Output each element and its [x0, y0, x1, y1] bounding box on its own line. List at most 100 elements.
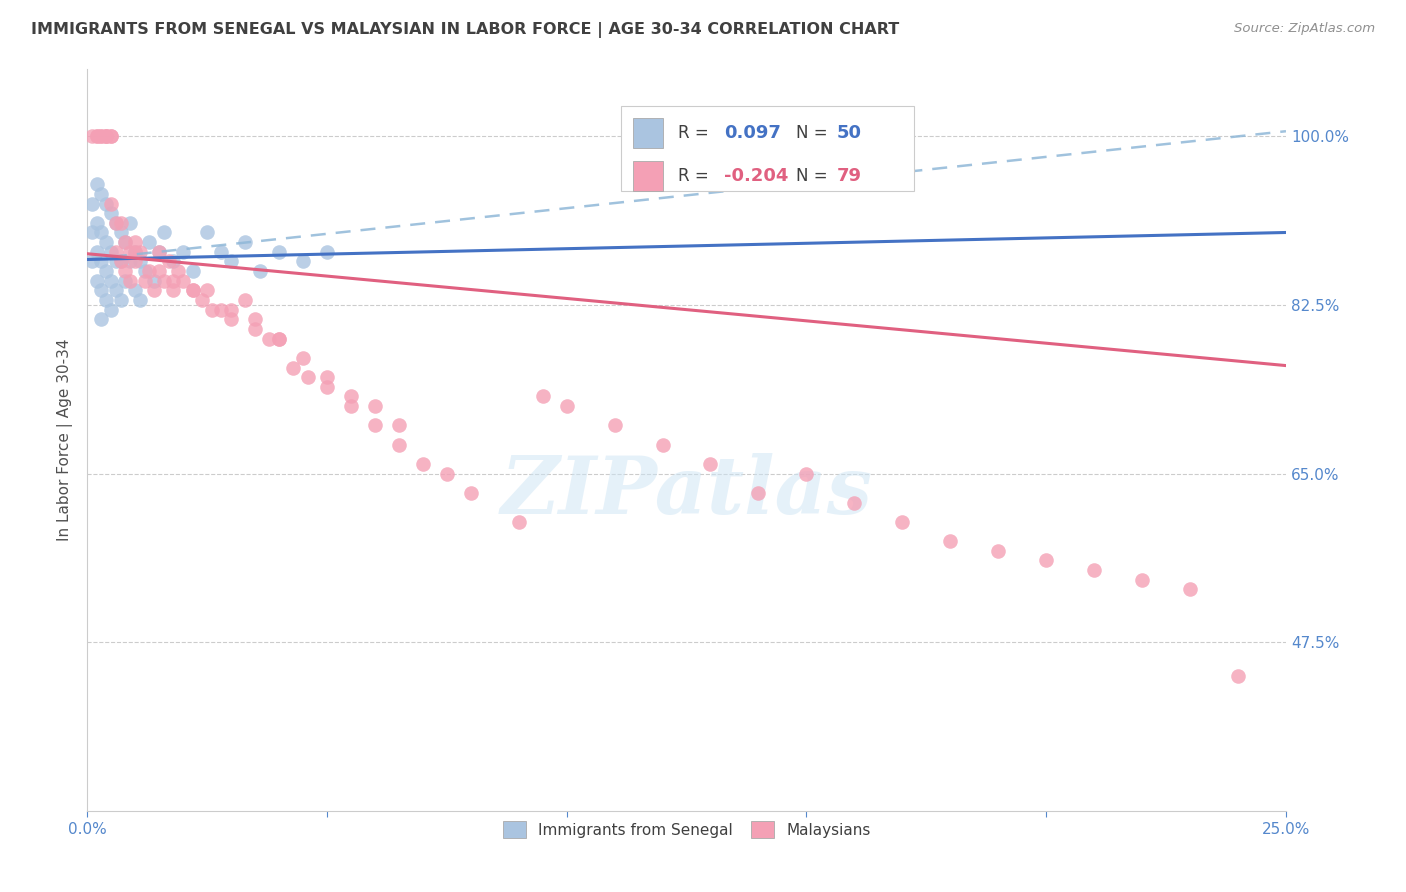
Point [114, 274, 136, 288]
Point [128, 244, 150, 259]
Point [162, 274, 184, 288]
Text: Source: ZipAtlas.com: Source: ZipAtlas.com [1234, 22, 1375, 36]
Point [143, 284, 166, 298]
Point [100, 196, 122, 211]
Point [297, 370, 319, 384]
Text: IMMIGRANTS FROM SENEGAL VS MALAYSIAN IN LABOR FORCE | AGE 30-34 CORRELATION CHAR: IMMIGRANTS FROM SENEGAL VS MALAYSIAN IN … [31, 22, 900, 38]
FancyBboxPatch shape [633, 161, 662, 191]
Point [80, 196, 103, 211]
Point [1083, 563, 1105, 577]
Point [104, 216, 127, 230]
Point [291, 254, 314, 268]
Point [157, 254, 180, 268]
Point [104, 254, 127, 268]
Point [120, 216, 142, 230]
Point [100, 302, 122, 317]
Text: 79: 79 [837, 167, 862, 185]
Point [120, 244, 142, 259]
Point [100, 206, 122, 220]
Point [388, 438, 411, 452]
Point [96, 235, 118, 249]
Point [388, 418, 411, 433]
FancyBboxPatch shape [633, 118, 662, 148]
Point [162, 254, 184, 268]
Point [531, 389, 554, 403]
Point [86, 178, 108, 192]
Point [243, 312, 266, 326]
Point [364, 399, 387, 413]
Point [181, 264, 204, 278]
Point [219, 302, 242, 317]
Point [104, 244, 127, 259]
Point [128, 293, 150, 307]
Text: -0.204: -0.204 [724, 167, 787, 185]
Point [124, 284, 146, 298]
Point [86, 129, 108, 144]
Point [124, 244, 146, 259]
Text: R =: R = [678, 167, 714, 185]
Point [152, 226, 174, 240]
Point [249, 264, 271, 278]
Point [364, 418, 387, 433]
Point [90, 186, 112, 201]
Point [340, 399, 363, 413]
Point [110, 254, 132, 268]
Point [191, 293, 214, 307]
Text: ZIPatlas: ZIPatlas [501, 453, 873, 531]
Point [96, 293, 118, 307]
Text: N =: N = [796, 167, 832, 185]
Point [315, 380, 337, 394]
Point [1227, 669, 1250, 683]
Point [172, 244, 194, 259]
Point [80, 226, 103, 240]
Point [100, 129, 122, 144]
Point [460, 486, 482, 500]
Point [315, 244, 337, 259]
Point [172, 274, 194, 288]
Y-axis label: In Labor Force | Age 30-34: In Labor Force | Age 30-34 [58, 339, 73, 541]
Point [651, 438, 673, 452]
Point [86, 216, 108, 230]
Point [110, 293, 132, 307]
Point [747, 486, 769, 500]
Point [267, 244, 290, 259]
Point [96, 129, 118, 144]
Point [209, 244, 232, 259]
Point [209, 302, 232, 317]
Text: N =: N = [796, 124, 832, 142]
Point [233, 293, 256, 307]
Point [96, 129, 118, 144]
Point [412, 457, 434, 471]
Point [844, 495, 866, 509]
Point [603, 418, 626, 433]
Point [181, 284, 204, 298]
Point [100, 274, 122, 288]
Point [987, 543, 1010, 558]
Point [120, 254, 142, 268]
Point [96, 264, 118, 278]
Point [181, 284, 204, 298]
Point [124, 244, 146, 259]
Point [340, 389, 363, 403]
Point [219, 312, 242, 326]
Point [259, 332, 281, 346]
Point [124, 235, 146, 249]
Point [508, 515, 530, 529]
Point [267, 332, 290, 346]
FancyBboxPatch shape [620, 105, 914, 191]
Point [291, 351, 314, 365]
Point [120, 274, 142, 288]
Point [201, 302, 224, 317]
Point [124, 254, 146, 268]
Point [90, 129, 112, 144]
Point [195, 226, 218, 240]
Point [1035, 553, 1057, 567]
Point [283, 360, 305, 375]
Point [104, 216, 127, 230]
Point [891, 515, 914, 529]
Point [134, 264, 156, 278]
Point [110, 216, 132, 230]
Point [939, 534, 962, 549]
Point [110, 254, 132, 268]
Point [86, 129, 108, 144]
